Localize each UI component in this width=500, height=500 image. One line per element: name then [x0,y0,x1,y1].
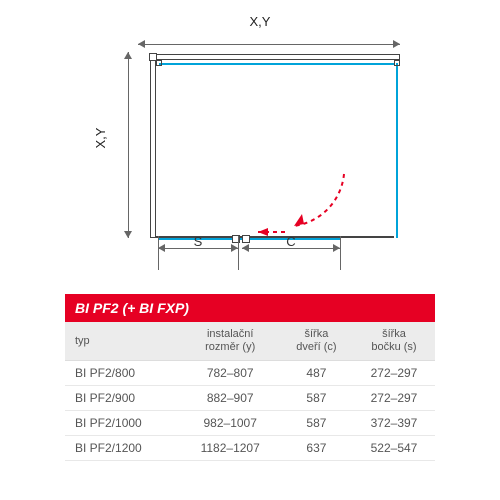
dimension-line-top [138,38,400,50]
table-cell: 982–1007 [181,411,280,436]
dimension-line-left [122,52,134,238]
table-row: BI PF2/1000982–1007587372–397 [65,411,435,436]
table-cell: 587 [280,411,353,436]
wall-left [150,54,156,238]
dimension-bottom: S C [150,234,400,264]
table-cell: 782–807 [181,361,280,386]
bracket-top-left [156,60,162,66]
dim-label-xy-top: X,Y [250,14,271,29]
table-row: BI PF2/12001182–1207637522–547 [65,436,435,461]
table-head: typ instalačnírozměr (y) šířkadveří (c) … [65,322,435,361]
table-title: BI PF2 (+ BI FXP) [65,294,435,322]
table-body: BI PF2/800782–807487272–297BI PF2/900882… [65,361,435,461]
glass-right [396,63,398,238]
table-cell: BI PF2/1000 [65,411,181,436]
dim-label-xy-left: X,Y [93,128,108,149]
col-dveri: šířkadveří (c) [280,322,353,361]
plan-diagram: X,Y X,Y S [120,18,400,258]
spec-table: BI PF2 (+ BI FXP) typ instalačnírozměr (… [65,294,435,461]
dim-label-c: C [286,234,295,249]
table-cell: 637 [280,436,353,461]
dimension-c: C [242,242,340,254]
bracket-top-right [394,60,400,66]
door-swing-arc [250,174,350,234]
wall-top [150,54,400,60]
table-cell: 272–297 [353,361,435,386]
col-rozmer: instalačnírozměr (y) [181,322,280,361]
dim-label-s: S [194,234,203,249]
table-cell: 587 [280,386,353,411]
table: typ instalačnírozměr (y) šířkadveří (c) … [65,322,435,461]
table-cell: BI PF2/900 [65,386,181,411]
table-cell: 372–397 [353,411,435,436]
glass-top [159,63,394,65]
dimension-s: S [158,242,238,254]
table-row: BI PF2/900882–907587272–297 [65,386,435,411]
table-cell: 487 [280,361,353,386]
col-typ: typ [65,322,181,361]
enclosure [150,54,400,238]
table-cell: 882–907 [181,386,280,411]
col-bocku: šířkabočku (s) [353,322,435,361]
table-cell: BI PF2/800 [65,361,181,386]
table-cell: 522–547 [353,436,435,461]
table-cell: 272–297 [353,386,435,411]
table-cell: BI PF2/1200 [65,436,181,461]
table-row: BI PF2/800782–807487272–297 [65,361,435,386]
table-cell: 1182–1207 [181,436,280,461]
